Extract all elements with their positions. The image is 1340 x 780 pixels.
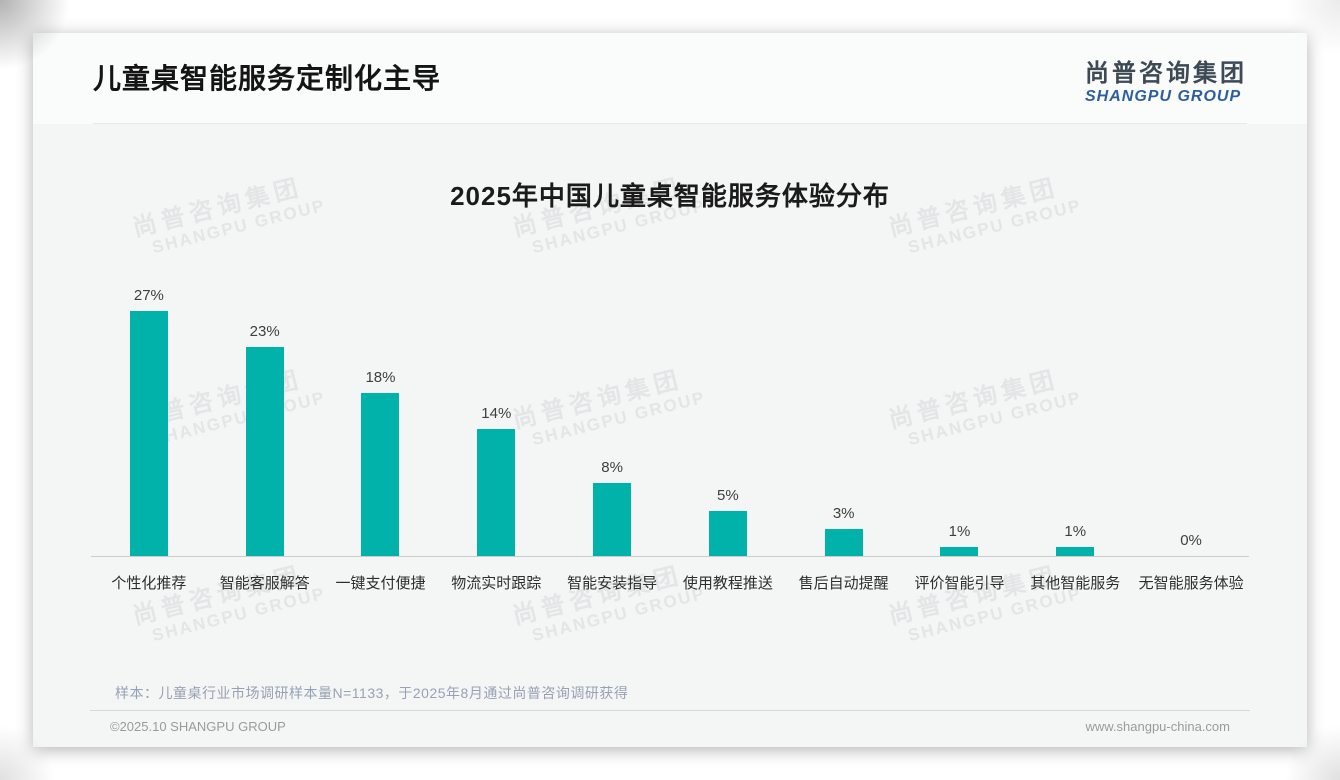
slide-footer: ©2025.10 SHANGPU GROUP www.shangpu-china… — [90, 710, 1250, 734]
report-slide: 尚普咨询集团 SHANGPU GROUP 尚普咨询集团 SHANGPU GROUP 尚普… — [33, 33, 1307, 747]
chart-plot-area: 27% 23% 18% 14% 8% 5% 3% 1% 1% 0% — [91, 285, 1249, 557]
category-label: 无智能服务体验 — [1138, 575, 1244, 592]
bar-column: 8% — [554, 285, 670, 556]
bar-column: 27% — [91, 285, 207, 556]
category-label: 使用教程推送 — [682, 575, 773, 592]
company-logo: 尚普咨询集团 SHANGPU GROUP — [1085, 59, 1247, 107]
bar-value-label: 23% — [249, 323, 280, 340]
bar-value-label: 0% — [1180, 532, 1202, 549]
category-label: 智能安装指导 — [567, 575, 658, 592]
bar-chart: 2025年中国儿童桌智能服务体验分布 27% 23% 18% 14% 8% 5% 3% 1% 1… — [33, 176, 1307, 593]
bar — [940, 547, 979, 556]
logo-en-text: SHANGPU GROUP — [1085, 88, 1242, 105]
bar-value-label: 3% — [832, 505, 855, 522]
bar-column: 3% — [786, 285, 902, 556]
category-label: 售后自动提醒 — [798, 575, 889, 592]
bar — [361, 393, 400, 556]
bar-value-label: 5% — [717, 487, 739, 504]
slide-header: 儿童桌智能服务定制化主导 尚普咨询集团 SHANGPU GROUP — [33, 33, 1307, 124]
bar-column: 0% — [1133, 285, 1249, 556]
bar-column: 23% — [207, 285, 323, 556]
bar-column: 1% — [1017, 285, 1133, 556]
chart-title: 2025年中国儿童桌智能服务体验分布 — [450, 181, 890, 211]
footer-website: www.shangpu-china.com — [1085, 719, 1230, 734]
bar — [593, 483, 632, 556]
bar-value-label: 27% — [133, 287, 164, 304]
header-divider — [93, 123, 1247, 124]
bar — [477, 429, 516, 556]
category-label: 物流实时跟踪 — [451, 575, 542, 592]
bar-value-label: 1% — [948, 523, 971, 540]
bar — [708, 511, 747, 556]
logo-cn-text: 尚普咨询集团 — [1085, 60, 1247, 87]
bar-column: 18% — [323, 285, 439, 556]
category-label: 其他智能服务 — [1030, 575, 1121, 592]
bar-column: 1% — [902, 285, 1018, 556]
category-label: 智能客服解答 — [219, 575, 310, 592]
category-label: 评价智能引导 — [914, 575, 1005, 592]
bar-value-label: 14% — [481, 405, 512, 422]
bar-column: 5% — [670, 285, 786, 556]
bar-column: 14% — [438, 285, 554, 556]
bar — [824, 529, 863, 556]
bar-value-label: 18% — [365, 369, 396, 386]
category-label: 一键支付便捷 — [335, 575, 426, 592]
footer-copyright: ©2025.10 SHANGPU GROUP — [110, 719, 286, 734]
bar-value-label: 1% — [1064, 523, 1087, 540]
sample-note: 样本：儿童桌行业市场调研样本量N=1133，于2025年8月通过尚普咨询调研获得 — [115, 685, 629, 701]
bar-value-label: 8% — [601, 459, 623, 476]
category-label: 个性化推荐 — [111, 575, 187, 592]
bar — [1056, 547, 1095, 556]
bar — [129, 311, 168, 556]
bar — [245, 347, 284, 556]
page-title: 儿童桌智能服务定制化主导 — [93, 63, 442, 94]
chart-category-labels: 个性化推荐 智能客服解答 一键支付便捷 物流实时跟踪 智能安装指导 使用教程推送 售后自动提… — [91, 557, 1249, 593]
